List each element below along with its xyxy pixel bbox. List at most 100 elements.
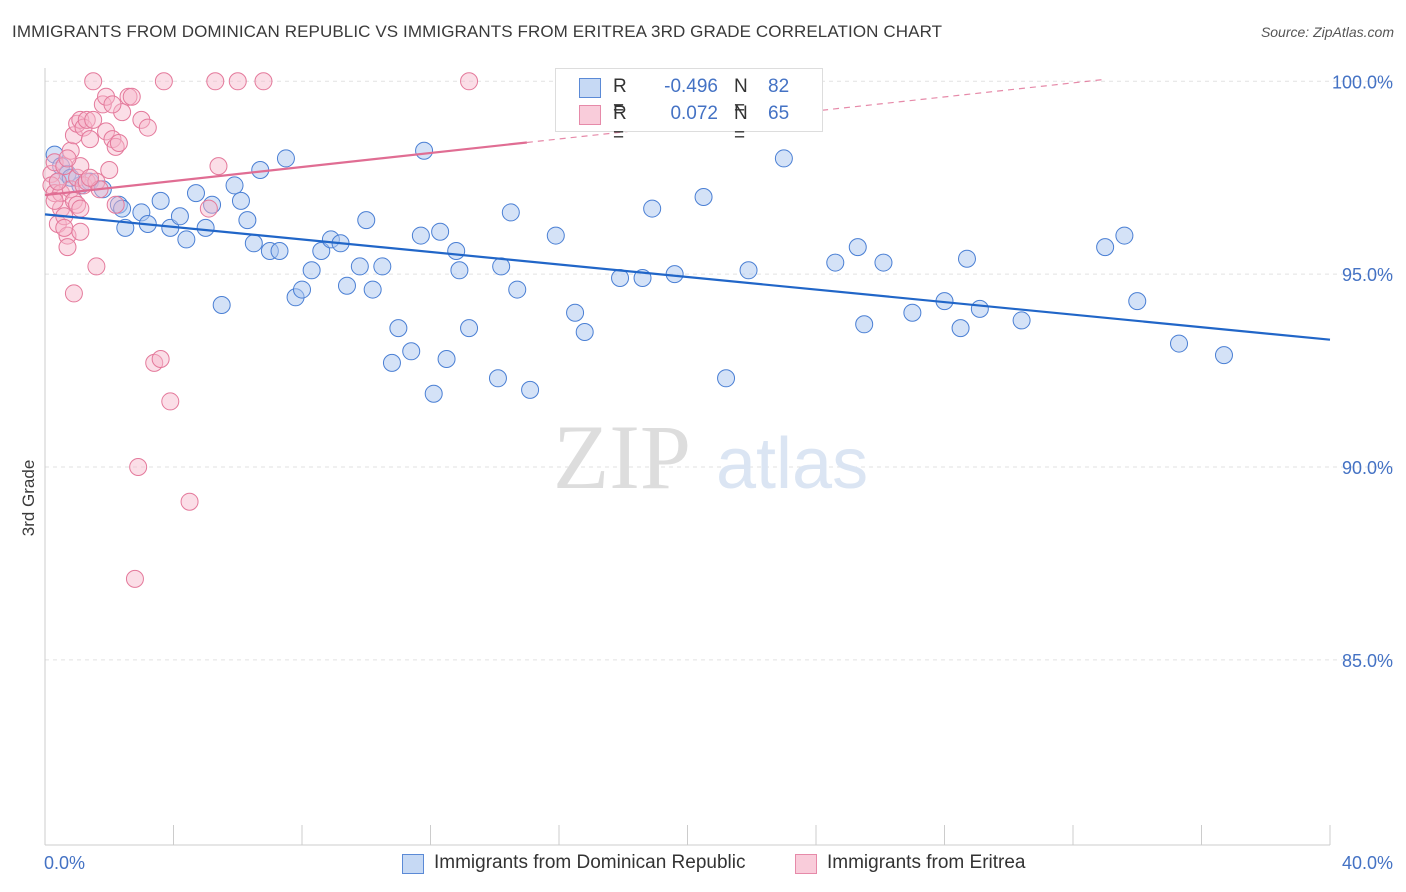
- data-point-dominican: [382, 353, 401, 372]
- legend-n-label: N =: [734, 76, 748, 119]
- data-point-dominican: [566, 303, 585, 322]
- legend-r-label: R =: [613, 103, 627, 146]
- data-point-dominican: [575, 323, 594, 341]
- data-point-eritrea: [68, 168, 87, 187]
- data-point-dominican: [450, 261, 469, 280]
- data-point-dominican: [170, 207, 189, 226]
- data-point-dominican: [431, 222, 450, 241]
- data-point-dominican: [1096, 238, 1115, 257]
- data-point-eritrea: [209, 157, 228, 176]
- data-point-eritrea: [84, 72, 103, 91]
- legend-r-value: -0.496: [664, 76, 718, 97]
- data-point-dominican: [212, 296, 231, 314]
- data-point-dominican: [717, 369, 736, 388]
- y-tick-label: 85.0%: [1342, 651, 1393, 671]
- data-point-dominican: [357, 211, 376, 230]
- data-point-dominican: [337, 276, 356, 295]
- data-point-dominican: [225, 176, 244, 195]
- data-point-dominican: [643, 199, 662, 218]
- x-tick-label: 0.0%: [44, 853, 85, 873]
- legend-swatch-pink: [579, 105, 601, 125]
- data-point-eritrea: [97, 122, 116, 141]
- data-point-eritrea: [87, 257, 106, 276]
- data-point-dominican: [231, 191, 250, 210]
- data-point-dominican: [546, 226, 565, 245]
- data-point-eritrea: [460, 72, 479, 91]
- y-tick-label: 95.0%: [1342, 265, 1393, 285]
- legend-swatch-pink: [795, 854, 817, 874]
- data-point-eritrea: [138, 118, 157, 137]
- data-point-dominican: [826, 253, 845, 272]
- data-point-dominican: [238, 211, 257, 230]
- tick-labels: 85.0% 90.0% 95.0% 100.0% 0.0% 40.0%: [44, 72, 1393, 873]
- data-point-eritrea: [125, 569, 144, 588]
- data-point-dominican: [276, 149, 295, 168]
- data-point-dominican: [437, 350, 456, 368]
- data-point-eritrea: [254, 72, 273, 91]
- data-point-dominican: [447, 242, 466, 260]
- data-point-dominican: [1128, 292, 1147, 311]
- gridlines: [45, 80, 1395, 661]
- data-point-dominican: [970, 299, 989, 318]
- data-point-dominican: [855, 315, 874, 334]
- legend-r-label: R =: [613, 76, 627, 119]
- data-point-eritrea: [97, 87, 116, 106]
- x-tick-label: 40.0%: [1342, 853, 1393, 873]
- data-point-eritrea: [180, 492, 199, 511]
- legend-n-label: N =: [734, 103, 748, 146]
- data-point-dominican: [186, 184, 205, 203]
- data-point-eritrea: [77, 110, 96, 129]
- data-point-dominican: [951, 319, 970, 338]
- data-point-dominican: [270, 242, 289, 260]
- data-point-dominican: [1214, 346, 1233, 365]
- trend-line-eritrea: [44, 141, 527, 197]
- y-tick-label: 100.0%: [1332, 72, 1393, 92]
- data-point-eritrea: [45, 191, 64, 210]
- series-eritrea-points: [42, 72, 479, 588]
- data-point-dominican: [312, 242, 331, 260]
- legend-series-name: Immigrants from Eritrea: [827, 852, 1026, 873]
- trend-line-dominican: [44, 213, 1331, 341]
- watermark: ZIP atlas: [553, 406, 868, 508]
- data-point-eritrea: [55, 218, 74, 237]
- axes: [44, 68, 1331, 846]
- data-point-eritrea: [129, 458, 148, 476]
- legend-r-value: 0.072: [670, 103, 718, 124]
- data-point-eritrea: [161, 392, 180, 411]
- data-point-eritrea: [122, 87, 141, 106]
- data-point-dominican: [694, 188, 713, 206]
- legend-swatch-blue: [579, 78, 601, 98]
- data-point-dominican: [389, 319, 408, 338]
- data-point-eritrea: [58, 238, 77, 257]
- data-point-dominican: [957, 249, 976, 268]
- data-point-dominican: [903, 303, 922, 322]
- data-point-eritrea: [80, 168, 99, 187]
- data-point-dominican: [293, 280, 311, 299]
- data-point-dominican: [521, 380, 540, 399]
- data-point-dominican: [1170, 334, 1189, 353]
- chart-title: IMMIGRANTS FROM DOMINICAN REPUBLIC VS IM…: [12, 22, 943, 41]
- data-point-dominican: [848, 238, 867, 257]
- data-point-dominican: [350, 257, 369, 276]
- data-point-eritrea: [106, 195, 125, 214]
- source-credit: Source: ZipAtlas.com: [1260, 24, 1394, 40]
- data-point-eritrea: [58, 149, 77, 168]
- data-point-dominican: [151, 191, 170, 210]
- data-point-dominican: [460, 319, 479, 338]
- data-point-eritrea: [206, 72, 225, 91]
- data-point-dominican: [424, 384, 443, 403]
- legend-series-name: Immigrants from Dominican Republic: [434, 852, 746, 873]
- data-point-eritrea: [71, 199, 90, 218]
- data-point-dominican: [774, 149, 793, 168]
- data-point-dominican: [1012, 311, 1031, 330]
- data-point-dominican: [177, 230, 196, 249]
- correlation-legend: R = -0.496 N = 82 R = 0.072 N = 65: [555, 68, 823, 146]
- data-point-eritrea: [228, 72, 247, 91]
- data-point-dominican: [302, 261, 321, 280]
- data-point-eritrea: [154, 72, 173, 91]
- y-axis-label: 3rd Grade: [19, 460, 38, 537]
- data-point-eritrea: [71, 222, 90, 241]
- data-point-dominican: [1115, 226, 1134, 245]
- y-tick-label: 90.0%: [1342, 458, 1393, 478]
